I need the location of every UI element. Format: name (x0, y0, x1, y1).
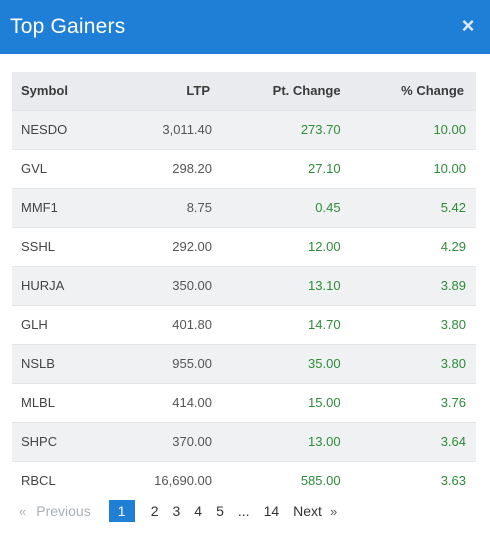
prev-arrow-icon[interactable]: « (19, 503, 27, 519)
cell-ltp: 350.00 (172, 278, 212, 293)
cell-pt-change: 14.70 (308, 317, 341, 332)
cell-symbol: GVL (21, 161, 48, 176)
cell-pt-change: 585.00 (300, 473, 341, 489)
page-link-3[interactable]: 3 (172, 503, 181, 519)
column-header-symbol[interactable]: Symbol (21, 83, 68, 99)
cell-pct-change: 3.64 (440, 434, 466, 449)
cell-ltp: 298.20 (172, 161, 212, 176)
cell-ltp: 292.00 (172, 239, 212, 254)
cell-pct-change: 3.76 (440, 395, 466, 410)
cell-symbol: NESDO (21, 122, 68, 137)
pagination: « Previous 1 2 3 4 5 ... 14 Next » (12, 500, 337, 522)
table-row[interactable]: RBCL 16,690.00 585.00 3.63 (12, 461, 476, 500)
cell-pct-change: 3.63 (440, 473, 466, 489)
cell-pct-change: 4.29 (440, 239, 466, 254)
table-row[interactable]: SHPC 370.00 13.00 3.64 (12, 422, 476, 461)
cell-pt-change: 27.10 (308, 161, 341, 176)
cell-ltp: 414.00 (172, 395, 212, 410)
cell-pct-change: 10.00 (433, 122, 466, 137)
cell-pt-change: 273.70 (300, 122, 341, 137)
page-ellipsis: ... (237, 503, 250, 519)
gainers-table: Symbol LTP Pt. Change % Change NESDO 3,0… (12, 72, 476, 500)
next-page-link[interactable]: Next (293, 503, 322, 519)
cell-pt-change: 35.00 (308, 356, 341, 371)
cell-symbol: HURJA (21, 278, 65, 293)
cell-pct-change: 3.80 (440, 356, 466, 371)
gainers-table-container: Symbol LTP Pt. Change % Change NESDO 3,0… (12, 72, 476, 500)
cell-pct-change: 10.00 (433, 161, 466, 176)
cell-pt-change: 12.00 (308, 239, 341, 254)
cell-symbol: MMF1 (21, 200, 58, 215)
table-row[interactable]: SSHL 292.00 12.00 4.29 (12, 227, 476, 266)
cell-ltp: 955.00 (172, 356, 212, 371)
modal-header: Top Gainers × (0, 0, 490, 54)
cell-pct-change: 3.89 (440, 278, 466, 293)
table-row[interactable]: MLBL 414.00 15.00 3.76 (12, 383, 476, 422)
cell-symbol: SHPC (21, 434, 58, 449)
table-header-row: Symbol LTP Pt. Change % Change (12, 72, 476, 110)
table-row[interactable]: GVL 298.20 27.10 10.00 (12, 149, 476, 188)
cell-symbol: GLH (21, 317, 48, 332)
next-arrow-icon[interactable]: » (329, 503, 338, 519)
cell-ltp: 16,690.00 (154, 473, 212, 489)
cell-symbol: MLBL (21, 395, 55, 410)
previous-page-link[interactable]: Previous (36, 503, 91, 519)
cell-ltp: 401.80 (172, 317, 212, 332)
page-link-4[interactable]: 4 (194, 503, 203, 519)
cell-pct-change: 5.42 (440, 200, 466, 215)
cell-symbol: NSLB (21, 356, 55, 371)
cell-pt-change: 13.00 (308, 434, 341, 449)
page-link-1[interactable]: 1 (108, 500, 135, 522)
page-link-5[interactable]: 5 (216, 503, 224, 519)
table-row[interactable]: NESDO 3,011.40 273.70 10.00 (12, 110, 476, 149)
cell-ltp: 3,011.40 (162, 122, 212, 137)
table-row[interactable]: GLH 401.80 14.70 3.80 (12, 305, 476, 344)
cell-pt-change: 15.00 (308, 395, 341, 410)
cell-pt-change: 0.45 (315, 200, 341, 215)
cell-pt-change: 13.10 (308, 278, 341, 293)
cell-ltp: 8.75 (186, 200, 212, 215)
cell-symbol: RBCL (21, 473, 56, 489)
page-link-2[interactable]: 2 (150, 503, 159, 519)
cell-pct-change: 3.80 (440, 317, 466, 332)
page-link-14[interactable]: 14 (263, 503, 280, 519)
cell-ltp: 370.00 (172, 434, 212, 449)
cell-symbol: SSHL (21, 239, 55, 254)
column-header-ltp[interactable]: LTP (186, 83, 210, 99)
column-header-pct-change[interactable]: % Change (401, 83, 464, 99)
column-header-pt-change[interactable]: Pt. Change (272, 83, 341, 99)
table-row[interactable]: HURJA 350.00 13.10 3.89 (12, 266, 476, 305)
table-row[interactable]: MMF1 8.75 0.45 5.42 (12, 188, 476, 227)
table-row[interactable]: NSLB 955.00 35.00 3.80 (12, 344, 476, 383)
close-icon[interactable]: × (461, 13, 475, 38)
modal-title: Top Gainers (10, 15, 126, 38)
